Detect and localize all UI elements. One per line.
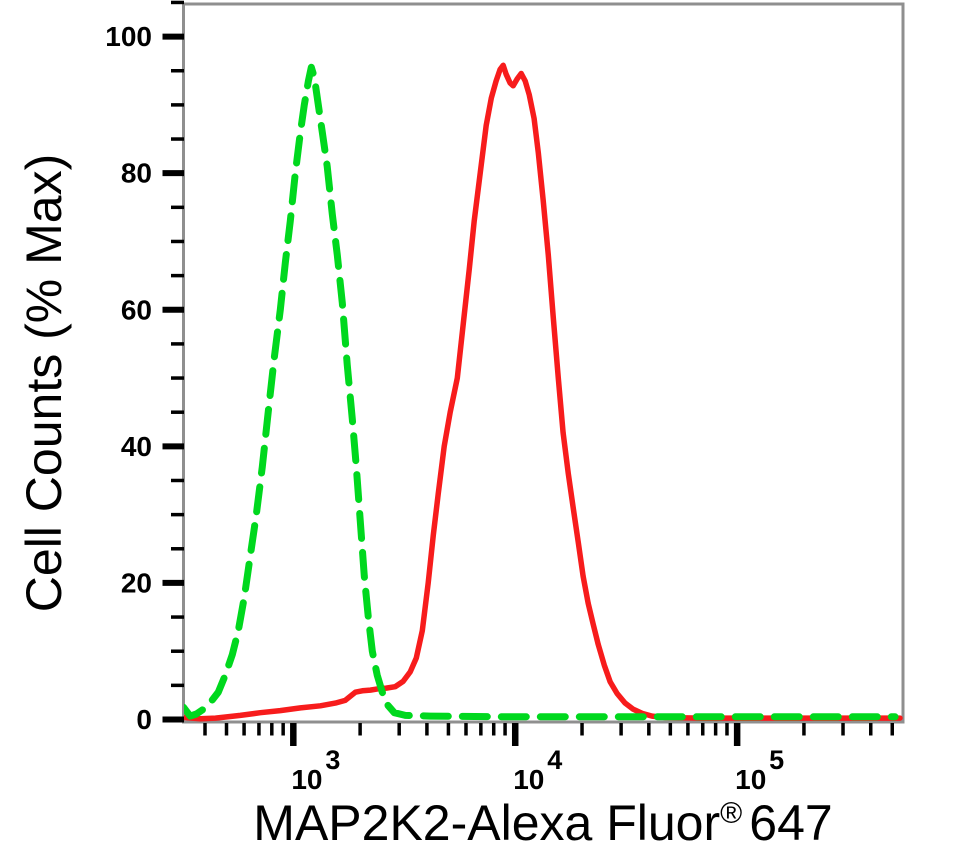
- x-tick-label-exponent: 4: [547, 745, 562, 775]
- x-axis-title: MAP2K2-Alexa Fluor® 647: [183, 794, 903, 852]
- y-tick-label: 60: [121, 294, 152, 325]
- y-tick-label: 40: [121, 431, 152, 462]
- y-axis-title: Cell Counts (% Max): [16, 153, 72, 613]
- y-tick-label: 100: [105, 21, 152, 52]
- plot-border: [182, 2, 905, 724]
- series-red-solid-map2k2-stained: [184, 62, 903, 722]
- x-axis-title-main: MAP2K2-Alexa Fluor: [253, 795, 721, 851]
- x-tick-label-base: 10: [513, 764, 544, 795]
- x-tick-label-base: 10: [735, 764, 766, 795]
- x-tick-label-base: 10: [291, 764, 322, 795]
- y-tick-label: 20: [121, 567, 152, 598]
- x-tick-label-exponent: 5: [769, 745, 784, 775]
- y-tick-label: 80: [121, 158, 152, 189]
- registered-trademark-icon: ®: [720, 797, 743, 830]
- series-green-dashed-control: [184, 63, 899, 721]
- y-tick-label: 0: [136, 704, 152, 735]
- x-axis-title-number: 647: [749, 795, 833, 851]
- x-tick-label-exponent: 3: [325, 745, 340, 775]
